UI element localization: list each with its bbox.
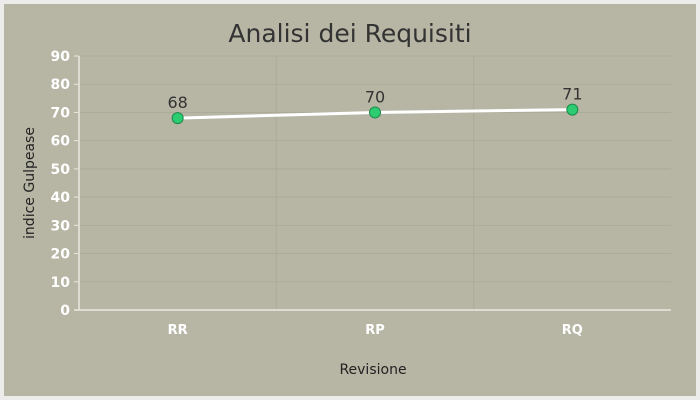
data-label: 68 — [167, 93, 187, 112]
y-tick-label: 50 — [51, 162, 71, 178]
y-tick-label: 70 — [51, 105, 71, 121]
y-tick-label: 30 — [51, 218, 71, 234]
y-tick-label: 90 — [51, 49, 71, 65]
x-tick-label: RR — [168, 323, 188, 338]
data-label: 70 — [365, 87, 385, 106]
x-tick-label: RP — [365, 323, 385, 338]
data-point[interactable] — [171, 112, 184, 125]
chart-title: Analisi dei Requisiti — [228, 19, 471, 48]
data-point[interactable] — [369, 106, 381, 119]
x-axis-label: Revisione — [339, 362, 406, 378]
series-group: 68 70 71 — [167, 85, 583, 125]
data-point[interactable] — [566, 103, 579, 116]
y-axis-ticks: 0 10 20 30 40 50 60 70 80 90 — [51, 49, 79, 319]
x-axis-ticks: RR RP RQ — [168, 323, 583, 338]
data-label: 71 — [562, 85, 582, 104]
x-tick-label: RQ — [562, 323, 583, 338]
y-tick-label: 20 — [51, 247, 71, 263]
y-tick-label: 80 — [51, 77, 71, 93]
y-axis-label: indice Gulpease — [22, 127, 38, 239]
y-tick-label: 10 — [51, 275, 71, 291]
y-tick-label: 60 — [51, 134, 71, 150]
y-tick-label: 40 — [51, 190, 71, 206]
y-tick-label: 0 — [60, 303, 70, 319]
